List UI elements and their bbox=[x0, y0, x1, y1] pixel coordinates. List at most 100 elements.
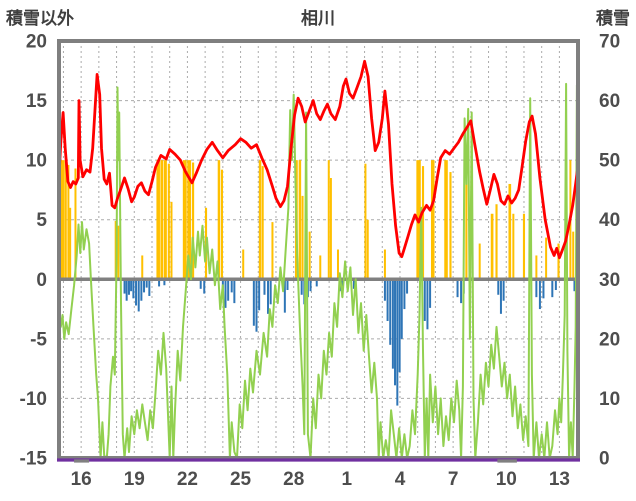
blue-bar bbox=[125, 279, 128, 301]
orange-bar bbox=[156, 160, 160, 280]
blue-bar bbox=[315, 279, 318, 287]
orange-bar bbox=[336, 249, 339, 280]
orange-bar bbox=[220, 169, 224, 280]
blue-bar bbox=[403, 279, 406, 310]
blue-bar bbox=[127, 279, 130, 295]
blue-bar bbox=[252, 279, 255, 326]
orange-bar bbox=[141, 255, 144, 280]
orange-bar bbox=[444, 160, 448, 280]
orange-bar bbox=[327, 160, 330, 280]
blue-bar bbox=[267, 279, 270, 314]
blue-bar bbox=[573, 279, 576, 292]
orange-bar bbox=[366, 219, 369, 280]
orange-bar bbox=[242, 249, 245, 280]
left-axis-title: 積雪以外 bbox=[6, 9, 74, 28]
blue-bar bbox=[230, 279, 233, 293]
blue-bar bbox=[148, 279, 151, 296]
orange-bar bbox=[383, 249, 386, 280]
orange-bar bbox=[308, 231, 311, 280]
blue-bar bbox=[140, 279, 143, 301]
orange-bar bbox=[522, 213, 526, 280]
orange-bar bbox=[163, 160, 167, 280]
blue-bar bbox=[145, 279, 148, 288]
blue-bar bbox=[135, 279, 138, 306]
left-axis-tick-label: -15 bbox=[20, 449, 48, 470]
orange-bar bbox=[490, 213, 494, 280]
blue-bar bbox=[203, 279, 206, 294]
orange-bar bbox=[182, 160, 187, 280]
orange-bar bbox=[160, 160, 164, 280]
orange-bar bbox=[572, 231, 575, 280]
orange-bar bbox=[74, 168, 77, 280]
orange-bar bbox=[329, 178, 332, 280]
blue-bar bbox=[538, 279, 541, 310]
blue-bar bbox=[258, 279, 261, 311]
blue-bar bbox=[497, 279, 500, 295]
orange-bar bbox=[557, 243, 560, 280]
right-axis-tick-label: 60 bbox=[599, 91, 620, 112]
blue-bar bbox=[535, 279, 538, 298]
orange-bar bbox=[258, 160, 262, 280]
blue-bar bbox=[283, 279, 286, 313]
blue-bar bbox=[460, 279, 463, 304]
right-axis-tick-label: 30 bbox=[599, 270, 620, 291]
right-axis-tick-label: 40 bbox=[599, 210, 620, 231]
x-axis-tick-label: 4 bbox=[395, 469, 406, 490]
blue-bar bbox=[394, 279, 397, 386]
green-series-line bbox=[58, 82, 579, 459]
blue-bar bbox=[137, 279, 140, 312]
blue-bar bbox=[309, 279, 312, 292]
blue-bar bbox=[398, 279, 401, 373]
blue-bar bbox=[426, 279, 429, 330]
orange-bar bbox=[465, 172, 468, 280]
x-axis-tick-label: 25 bbox=[230, 469, 252, 490]
x-axis-tick-label: 7 bbox=[448, 469, 459, 490]
orange-bar bbox=[187, 160, 192, 280]
left-axis-tick-label: 5 bbox=[36, 210, 47, 231]
left-axis-tick-label: 0 bbox=[36, 270, 47, 291]
blue-bar bbox=[383, 279, 386, 301]
blue-bar bbox=[396, 279, 399, 406]
orange-bar bbox=[117, 225, 120, 280]
orange-bar bbox=[421, 166, 425, 280]
orange-bar bbox=[495, 204, 498, 280]
x-axis-tick-label: 13 bbox=[549, 469, 570, 490]
blue-bar bbox=[423, 279, 426, 321]
orange-bar bbox=[364, 163, 367, 280]
chart-title: 相川 bbox=[301, 9, 335, 28]
blue-bar bbox=[227, 279, 230, 301]
blue-bar bbox=[132, 279, 135, 299]
orange-bar bbox=[60, 160, 65, 280]
orange-bar bbox=[449, 172, 452, 280]
orange-bar bbox=[69, 207, 72, 280]
right-axis-tick-label: 0 bbox=[599, 449, 610, 470]
blue-bar bbox=[263, 279, 266, 295]
left-axis-tick-label: -5 bbox=[30, 329, 47, 350]
blue-bar bbox=[286, 279, 289, 291]
orange-bar bbox=[170, 201, 173, 280]
blue-bar bbox=[391, 279, 394, 369]
red-series-line bbox=[57, 59, 580, 260]
plot-border bbox=[57, 39, 580, 460]
blue-bar bbox=[406, 279, 409, 294]
blue-bar bbox=[224, 279, 227, 308]
blue-bar bbox=[300, 279, 303, 295]
orange-bar bbox=[167, 163, 170, 280]
x-axis-tick-label: 28 bbox=[283, 469, 304, 490]
orange-bar bbox=[217, 160, 221, 280]
orange-bar bbox=[192, 162, 195, 280]
blue-bar bbox=[233, 279, 236, 304]
left-axis-tick-label: 15 bbox=[26, 91, 48, 112]
left-axis-tick-label: -10 bbox=[20, 389, 47, 410]
orange-bar bbox=[67, 164, 70, 280]
blue-bar bbox=[158, 279, 161, 287]
blue-bar bbox=[130, 279, 133, 292]
orange-bar bbox=[271, 222, 274, 280]
orange-bar bbox=[64, 160, 67, 280]
right-axis-tick-label: 10 bbox=[599, 389, 620, 410]
orange-bar bbox=[508, 183, 512, 280]
blue-bar bbox=[429, 279, 432, 308]
orange-bar bbox=[512, 213, 515, 280]
right-axis-tick-label: 70 bbox=[599, 32, 620, 53]
